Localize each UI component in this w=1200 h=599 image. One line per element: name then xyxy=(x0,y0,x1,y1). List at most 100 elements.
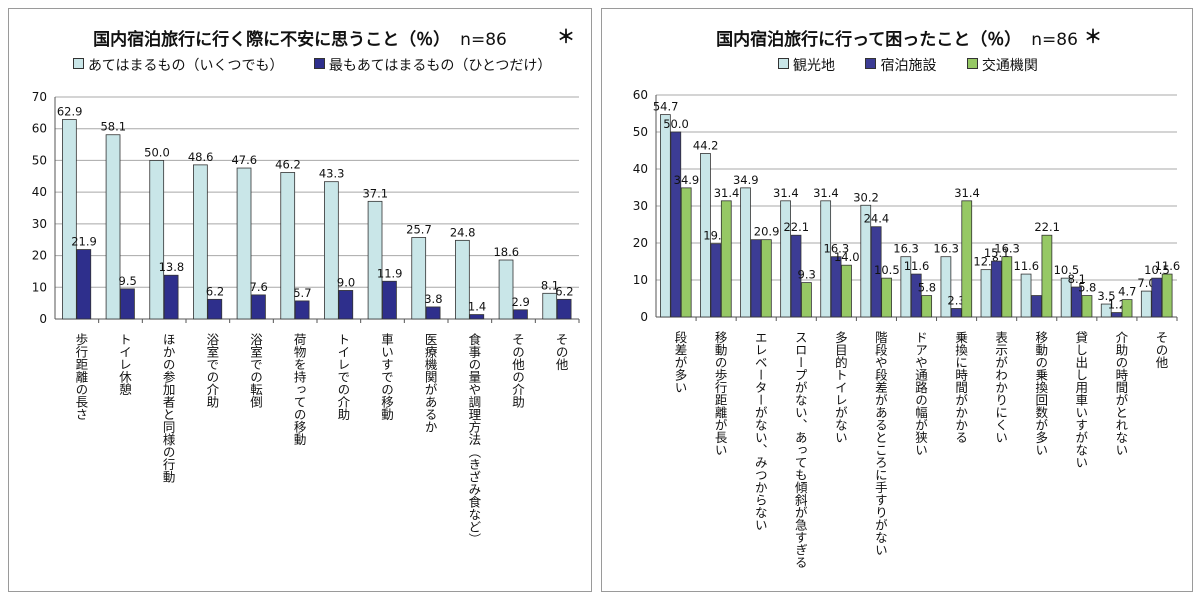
y-tick-label-4: 40 xyxy=(633,162,648,176)
category-label-2: トイレ休憩 xyxy=(117,333,132,396)
bar-s3-c9 xyxy=(1001,256,1013,318)
category-label-7: トイレでの介助 xyxy=(335,333,350,421)
data-label-s2-c6: 24.4 xyxy=(864,212,890,226)
bar-s1-c5 xyxy=(236,167,252,320)
bar-s1-c13 xyxy=(1140,290,1152,318)
sample-size-label: n=86 xyxy=(460,30,507,50)
chart-panel-troubles: 国内宿泊旅行に行って困ったこと（％） n=86 ＊ 観光地 宿泊施設 交通機関 0… xyxy=(601,8,1193,592)
chart-legend: あてはまるもの（いくつでも） 最もあてはまるもの（ひとつだけ） xyxy=(73,55,577,75)
bar-s3-c7 xyxy=(921,295,933,318)
data-label-s1-c6: 30.2 xyxy=(853,190,879,204)
bar-s2-c8 xyxy=(382,280,397,320)
data-label-s1-c10: 24.8 xyxy=(450,225,476,239)
data-label-s2-c5: 16.3 xyxy=(824,242,850,256)
category-label-3: ほかの参加者と同様の行動 xyxy=(161,333,176,483)
bar-s2-c10 xyxy=(469,314,485,320)
data-label-s3-c11: 5.8 xyxy=(1078,281,1096,295)
data-label-s2-c6: 5.7 xyxy=(293,286,311,300)
data-label-s3-c8: 31.4 xyxy=(954,186,980,200)
category-label-3: エレベーターがない、みつからない xyxy=(753,331,768,531)
category-label-8: 車いすでの移動 xyxy=(379,333,394,421)
data-label-s2-c9: 3.8 xyxy=(424,292,442,306)
data-label-s2-c4: 22.1 xyxy=(783,220,809,234)
data-label-s3-c12: 4.7 xyxy=(1118,285,1136,299)
bar-s1-c2 xyxy=(700,153,711,318)
bar-s1-c8 xyxy=(367,200,383,320)
bar-s1-c11 xyxy=(498,259,514,320)
data-label-s1-c10: 11.6 xyxy=(1014,259,1040,273)
legend-item-series-2: 宿泊施設 xyxy=(865,55,936,75)
bar-s3-c4 xyxy=(801,282,812,318)
data-label-s2-c12: 6.2 xyxy=(555,284,573,298)
bar-s3-c8 xyxy=(961,200,973,318)
bar-s1-c9 xyxy=(411,237,427,320)
bar-s2-c9 xyxy=(991,260,1002,318)
legend-item-series-1: あてはまるもの（いくつでも） xyxy=(73,55,283,75)
bar-s1-c7 xyxy=(900,256,912,318)
bar-s3-c5 xyxy=(841,264,852,318)
data-label-s2-c3: 13.8 xyxy=(159,260,185,274)
bar-s2-c6 xyxy=(294,300,310,320)
bar-s3-c11 xyxy=(1081,295,1093,318)
bar-s2-c4 xyxy=(790,234,802,318)
y-tick-label-0: 0 xyxy=(640,310,648,324)
chart-title: 国内宿泊旅行に行って困ったこと（％） n=86 xyxy=(716,30,1078,50)
data-label-s2-c4: 6.2 xyxy=(206,284,224,298)
data-label-s1-c11: 10.5 xyxy=(1054,263,1080,277)
bar-s2-c11 xyxy=(1071,286,1082,318)
bar-s2-c2 xyxy=(710,243,722,318)
chart-title: 国内宿泊旅行に行く際に不安に思うこと（％） n=86 xyxy=(93,30,507,50)
bar-chart-anxieties: 0 10 20 30 40 50 60 70 62.9 21.9 歩行距離の長さ 58.1 9.5 トイレ… xyxy=(32,90,580,546)
data-label-s2-c7: 9.0 xyxy=(337,275,355,289)
data-label-s2-c13: 10.5 xyxy=(1144,263,1170,277)
data-label-s1-c8: 37.1 xyxy=(362,186,388,200)
asterisk-mark: ＊ xyxy=(1084,27,1102,48)
bar-s1-c12 xyxy=(1100,303,1112,318)
plot-area xyxy=(55,97,579,319)
data-label-s3-c5: 14.0 xyxy=(834,250,860,264)
category-label-10: 移動の乗換回数が多い xyxy=(1033,331,1048,456)
bar-s1-c5 xyxy=(820,200,832,318)
bar-s3-c10 xyxy=(1041,234,1053,318)
y-tick-label-0: 0 xyxy=(39,312,47,326)
legend-item-series-1: 観光地 xyxy=(778,55,835,75)
category-label-11: その他の介助 xyxy=(510,333,525,408)
y-tick-label-4: 40 xyxy=(32,185,47,199)
bar-s3-c1 xyxy=(680,187,692,318)
data-label-s3-c9: 16.3 xyxy=(994,242,1020,256)
legend-swatch-series-2 xyxy=(865,58,877,69)
data-label-s1-c2: 44.2 xyxy=(693,138,719,152)
category-label-12: その他 xyxy=(554,333,569,371)
bar-s3-c12 xyxy=(1121,299,1133,318)
y-tick-label-6: 60 xyxy=(32,122,47,136)
y-tick-label-1: 10 xyxy=(633,273,648,287)
data-label-s1-c1: 62.9 xyxy=(57,105,83,119)
data-label-s1-c5: 31.4 xyxy=(813,186,839,200)
data-label-s1-c2: 58.1 xyxy=(100,120,126,134)
data-label-s2-c11: 8.1 xyxy=(1068,272,1086,286)
category-label-13: その他 xyxy=(1153,331,1168,369)
bar-s1-c6 xyxy=(860,204,872,318)
data-label-s3-c1: 34.9 xyxy=(674,173,700,187)
data-label-s1-c3: 50.0 xyxy=(144,145,170,159)
data-label-s2-c8: 11.9 xyxy=(377,266,403,280)
bar-s3-c2 xyxy=(720,200,732,318)
chart-panel-anxieties: 国内宿泊旅行に行く際に不安に思うこと（％） n=86 ＊ あてはまるもの（いくつで… xyxy=(8,8,592,592)
bar-s2-c3 xyxy=(163,274,179,320)
bar-s2-c9 xyxy=(425,306,441,320)
category-label-4: 浴室での介助 xyxy=(204,333,219,408)
category-label-1: 歩行距離の長さ xyxy=(73,332,88,421)
bar-chart-troubles: 010203040506054.750.034.9段差が多い44.219.831… xyxy=(633,88,1180,569)
bar-s1-c12 xyxy=(542,292,558,320)
bar-s1-c3 xyxy=(149,160,165,320)
bar-s2-c4 xyxy=(207,298,223,320)
bar-s1-c1 xyxy=(62,119,77,320)
category-label-4: スロープがない、あっても傾斜が急すぎる xyxy=(793,331,808,569)
category-label-2: 移動の歩行距離が長い xyxy=(713,331,728,456)
bar-s2-c12 xyxy=(1111,312,1122,318)
bar-s1-c4 xyxy=(193,164,208,320)
data-label-s3-c6: 10.5 xyxy=(874,263,900,277)
legend-item-series-3: 交通機関 xyxy=(966,55,1038,75)
bar-s1-c9 xyxy=(980,269,992,318)
bar-s1-c4 xyxy=(780,200,791,318)
